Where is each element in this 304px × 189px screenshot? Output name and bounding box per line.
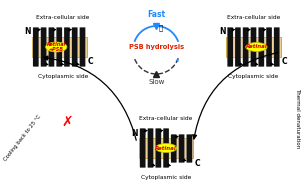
FancyBboxPatch shape (227, 27, 233, 67)
Text: Extra-cellular side: Extra-cellular side (139, 116, 193, 121)
FancyBboxPatch shape (80, 27, 85, 67)
Text: Cooling back to 25 °C: Cooling back to 25 °C (3, 114, 42, 162)
FancyBboxPatch shape (139, 138, 193, 158)
FancyBboxPatch shape (147, 128, 154, 168)
FancyBboxPatch shape (41, 27, 47, 67)
FancyBboxPatch shape (266, 27, 272, 67)
FancyBboxPatch shape (48, 27, 54, 67)
Text: Fast: Fast (147, 10, 165, 19)
Text: Extra-cellular side: Extra-cellular side (36, 15, 90, 20)
Ellipse shape (246, 43, 267, 51)
FancyBboxPatch shape (235, 27, 241, 67)
Text: Cytoplasmic side: Cytoplasmic side (228, 74, 279, 79)
FancyBboxPatch shape (56, 27, 62, 67)
FancyBboxPatch shape (250, 27, 257, 67)
FancyBboxPatch shape (72, 27, 78, 67)
Text: Cytoplasmic side: Cytoplasmic side (38, 74, 88, 79)
Text: N: N (219, 28, 225, 36)
Text: C: C (87, 57, 93, 67)
Text: PSB hydrolysis: PSB hydrolysis (129, 44, 184, 50)
Text: ✗: ✗ (61, 115, 73, 129)
Text: C: C (282, 57, 287, 67)
Text: Slow: Slow (148, 79, 164, 85)
Text: Retinal
+PSB: Retinal +PSB (47, 42, 66, 52)
Text: 🔦: 🔦 (159, 25, 163, 31)
Text: Retinal: Retinal (155, 146, 177, 150)
FancyBboxPatch shape (163, 128, 169, 168)
Text: Extra-cellular side: Extra-cellular side (227, 15, 280, 20)
Text: N: N (25, 28, 31, 36)
FancyBboxPatch shape (64, 27, 70, 67)
Text: C: C (194, 159, 200, 167)
Ellipse shape (46, 42, 67, 52)
FancyBboxPatch shape (33, 27, 39, 67)
FancyBboxPatch shape (226, 37, 281, 57)
FancyBboxPatch shape (258, 27, 264, 67)
FancyBboxPatch shape (186, 134, 192, 163)
FancyBboxPatch shape (179, 134, 185, 163)
FancyBboxPatch shape (243, 27, 249, 67)
FancyBboxPatch shape (155, 128, 161, 168)
Ellipse shape (155, 143, 177, 153)
Text: Cytoplasmic side: Cytoplasmic side (141, 175, 191, 180)
FancyBboxPatch shape (140, 128, 146, 168)
FancyBboxPatch shape (32, 37, 87, 57)
Text: N: N (131, 129, 138, 138)
FancyBboxPatch shape (274, 27, 280, 67)
Text: Thermal denaturation: Thermal denaturation (295, 88, 300, 148)
FancyBboxPatch shape (171, 134, 177, 163)
Text: Retinal: Retinal (246, 44, 267, 50)
